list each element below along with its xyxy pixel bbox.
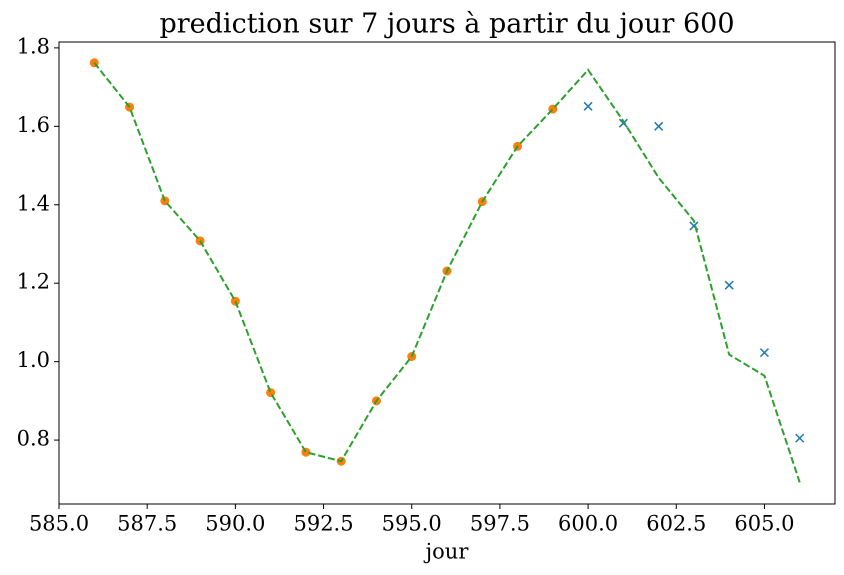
line [93, 62, 801, 483]
point [724, 280, 734, 290]
point [795, 433, 805, 443]
point [759, 348, 769, 358]
x-tick-label: 605.0 [734, 512, 794, 536]
point [618, 118, 628, 128]
x-tick-label: 587.5 [117, 512, 177, 536]
point [654, 121, 664, 131]
x-tick-label: 595.0 [382, 512, 442, 536]
chart-title: prediction sur 7 jours à partir du jour … [159, 9, 734, 40]
point [266, 388, 276, 398]
x-tick-label: 590.0 [205, 512, 265, 536]
point [583, 101, 593, 111]
y-tick-label: 0.8 [17, 427, 50, 451]
x-tick-label: 600.0 [558, 512, 618, 536]
x-tick-label: 592.5 [293, 512, 353, 536]
x-tick-label: 602.5 [646, 512, 706, 536]
x-axis-label: jour [423, 540, 470, 564]
plot-frame [58, 41, 836, 505]
y-tick-label: 1.6 [17, 113, 50, 137]
y-tick-label: 1.0 [17, 348, 50, 372]
y-tick-label: 1.4 [17, 191, 50, 215]
y-tick-label: 1.2 [17, 270, 50, 294]
y-tick-label: 1.8 [17, 34, 50, 58]
x-tick-label: 597.5 [470, 512, 530, 536]
x-tick-label: 585.0 [29, 512, 89, 536]
